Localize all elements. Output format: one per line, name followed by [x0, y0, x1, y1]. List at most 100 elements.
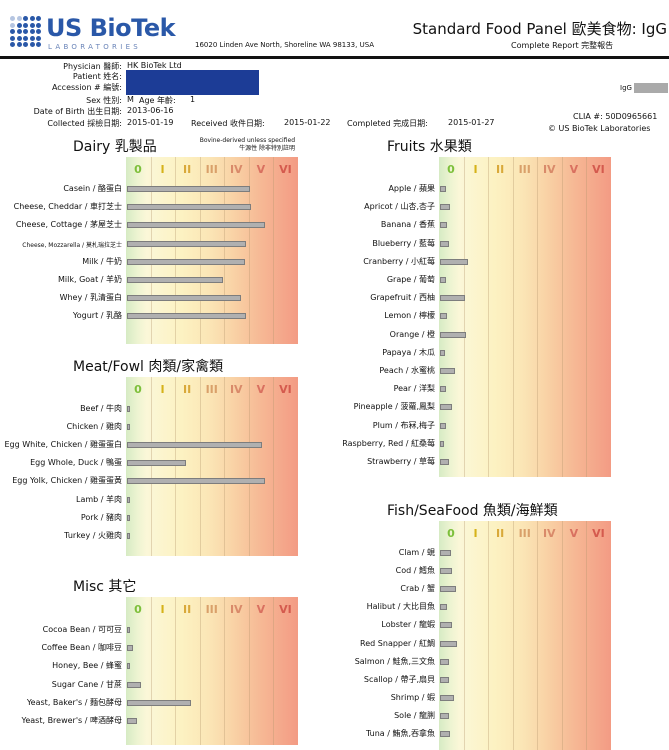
- food-label: Salmon / 鮭魚,三文魚: [354, 656, 435, 666]
- level-header-III: III: [205, 603, 218, 616]
- logo-dot: [16, 35, 22, 41]
- level-header-0: 0: [134, 163, 142, 176]
- igg-legend-label: IgG: [620, 84, 632, 92]
- result-bar: [440, 622, 453, 629]
- food-label: Strawberry / 草莓: [367, 457, 435, 466]
- age-label: Age 年齡:: [139, 96, 176, 105]
- result-bar: [440, 422, 447, 429]
- level-header-VI: VI: [279, 163, 292, 176]
- lab-address: 16020 Linden Ave North, Shoreline WA 981…: [195, 41, 375, 49]
- food-label: Shrimp / 蝦: [390, 692, 435, 702]
- food-label: Crab / 蟹: [400, 584, 435, 594]
- food-label: Grapefruit / 西柚: [370, 293, 435, 303]
- logo-subtitle: LABORATORIES: [48, 43, 142, 51]
- sex-label: Sex 性別:: [86, 96, 122, 105]
- food-label: Apple / 蘋果: [388, 184, 435, 193]
- result-bar: [127, 424, 130, 431]
- result-bar: [440, 386, 447, 393]
- result-bar: [440, 731, 450, 737]
- result-bar: [127, 277, 223, 283]
- food-label: Milk / 牛奶: [82, 256, 122, 266]
- received-label: Received 收件日期:: [191, 119, 265, 128]
- logo-dot: [36, 35, 41, 41]
- panel-note: Bovine-derived unless specified 牛源性 除非特別註…: [160, 137, 295, 153]
- food-label: Tuna / 鮪魚,吞拿魚: [365, 729, 435, 738]
- result-bar: [127, 681, 141, 688]
- food-label: Peach / 水蜜桃: [379, 366, 435, 375]
- result-bar: [440, 222, 448, 229]
- logo-dot: [16, 22, 22, 28]
- grid-line: [537, 157, 539, 477]
- food-label: Red Snapper / 紅鯛: [360, 638, 435, 648]
- logo-name: US BioTek: [46, 14, 176, 42]
- food-label: Papaya / 木瓜: [382, 347, 435, 357]
- food-label: Pear / 洋梨: [393, 384, 435, 394]
- grid-line: [586, 157, 588, 477]
- level-header-V: V: [569, 163, 579, 176]
- level-grid-dairy: 0 I II III IV V VI: [126, 157, 298, 344]
- level-header-VI: VI: [592, 527, 605, 540]
- result-bar: [440, 277, 447, 283]
- logo-dot: [23, 22, 28, 28]
- food-label: Cheese, Mozzarella / 莫札瑞拉芝士: [22, 241, 122, 249]
- logo-dot: [36, 16, 41, 21]
- received-value: 2015-01-22: [284, 118, 331, 127]
- logo-dot: [36, 22, 41, 28]
- level-grid-misc: 0 I II III IV V VI: [126, 597, 298, 745]
- level-header-V: V: [569, 527, 579, 540]
- logo-dot-mark: [10, 16, 42, 48]
- grid-line: [273, 377, 275, 556]
- result-bar: [440, 694, 454, 701]
- food-label: Pork / 豬肉: [80, 512, 122, 522]
- age-value: 1: [190, 95, 196, 104]
- level-header-0: 0: [447, 163, 455, 176]
- level-header-VI: VI: [279, 383, 292, 396]
- food-label: Sole / 龍脷: [394, 710, 435, 720]
- logo-dot: [23, 42, 28, 47]
- result-bar: [127, 496, 130, 503]
- result-bar: [440, 368, 455, 374]
- grid-line: [248, 157, 250, 344]
- logo-dot: [23, 29, 28, 34]
- result-bar: [127, 222, 265, 229]
- grid-line: [512, 157, 514, 477]
- grid-line: [175, 597, 177, 745]
- physician-label: Physician 醫師:: [63, 62, 122, 71]
- igg-legend-swatch: [634, 83, 668, 93]
- patient-label: Patient 姓名:: [72, 72, 122, 81]
- result-bar: [127, 663, 130, 670]
- result-bar: [127, 478, 265, 485]
- level-header-III: III: [205, 383, 218, 396]
- result-bar: [127, 204, 252, 211]
- logo-dot: [16, 16, 22, 21]
- result-bar: [440, 204, 450, 211]
- food-label: Egg Yolk, Chicken / 雞蛋蛋黃: [12, 476, 122, 486]
- grid-line: [199, 157, 201, 344]
- panel-title-misc: Misc 其它: [73, 579, 137, 595]
- level-header-IV: IV: [542, 163, 556, 176]
- grid-line: [150, 597, 152, 745]
- food-label: Cheese, Cottage / 茅屋芝士: [15, 220, 122, 230]
- food-label: Whey / 乳清蛋白: [59, 293, 122, 303]
- grid-line: [512, 521, 514, 750]
- food-label: Chicken / 雞肉: [66, 422, 122, 432]
- grid-line: [150, 377, 152, 556]
- level-header-II: II: [496, 527, 505, 540]
- level-header-VI: VI: [592, 163, 605, 176]
- panel-title-meat: Meat/Fowl 肉類/家禽類: [73, 359, 224, 375]
- level-header-I: I: [473, 527, 478, 540]
- redacted-identity-block: [126, 70, 259, 95]
- logo-dot: [10, 42, 15, 47]
- food-label: Scallop / 帶子,扇貝: [363, 674, 435, 684]
- level-header-IV: IV: [229, 383, 243, 396]
- logo-dot: [29, 29, 35, 34]
- us-biotek-logo: US BioTek LABORATORIES: [10, 14, 190, 54]
- food-label: Beef / 牛肉: [80, 404, 122, 413]
- result-bar: [440, 658, 449, 665]
- food-label: Plum / 布冧,梅子: [372, 420, 435, 430]
- level-header-V: V: [256, 163, 266, 176]
- food-label: Egg White, Chicken / 雞蛋蛋白: [4, 440, 123, 450]
- result-bar: [127, 699, 191, 706]
- sex-value: M: [127, 95, 134, 104]
- completed-value: 2015-01-27: [448, 118, 495, 127]
